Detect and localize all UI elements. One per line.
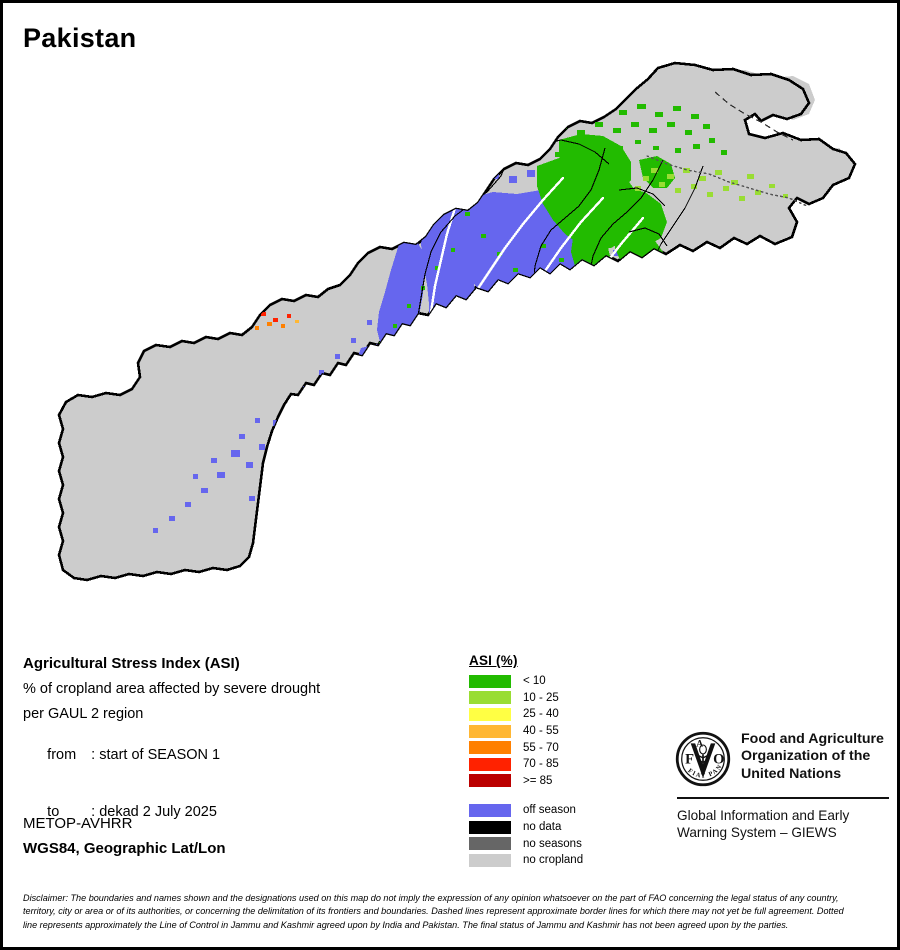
legend-label-70-85: 70 - 85	[523, 758, 559, 771]
sensor-block: METOP-AVHRR WGS84, Geographic Lat/Lon	[23, 815, 226, 865]
period-from-key: from	[47, 747, 77, 763]
indicator-description: % of cropland area affected by severe dr…	[23, 681, 321, 697]
legend-swatch-no-cropland	[469, 853, 511, 867]
legend-label-no-data: no data	[523, 821, 562, 834]
fao-organization-name: Food and Agriculture Organization of the U…	[741, 731, 884, 782]
legend-item[interactable]: 55 - 70	[469, 739, 639, 756]
period-from: from : start of SEASON 1	[23, 731, 453, 779]
map-info-block: Agricultural Stress Index (ASI) % of cro…	[23, 655, 453, 845]
map-projection: WGS84, Geographic Lat/Lon	[23, 840, 226, 857]
legend-swatch-70-85	[469, 757, 511, 771]
legend-label-no-seasons: no seasons	[523, 837, 582, 850]
period-from-value: : start of SEASON 1	[91, 747, 221, 763]
fao-header: F A O FIAT PANIS Food and AgricultureOrg…	[672, 726, 891, 787]
legend-item[interactable]: 25 - 40	[469, 706, 639, 723]
satellite-sensor: METOP-AVHRR	[23, 815, 133, 832]
legend-label-55-70: 55 - 70	[523, 741, 559, 754]
legend-item[interactable]: < 10	[469, 673, 639, 690]
legend-swatch-gte85	[469, 774, 511, 788]
legend-separator	[469, 789, 639, 802]
country-landmass	[57, 61, 857, 582]
fao-divider	[677, 797, 889, 799]
legend-swatch-off-season	[469, 803, 511, 817]
legend-label-lt10: < 10	[523, 675, 546, 688]
legend-item[interactable]: off season	[469, 802, 639, 819]
map-legend: ASI (%) < 10 10 - 25 25 - 40 40 - 55 55 …	[469, 653, 639, 869]
map-canvas[interactable]	[3, 48, 897, 648]
legend-item[interactable]: no cropland	[469, 852, 639, 869]
period-to: to : dekad 2 July 2025	[23, 788, 453, 836]
aggregation-level: per GAUL 2 region	[23, 706, 144, 722]
legend-swatch-25-40	[469, 707, 511, 721]
line-of-control	[646, 155, 808, 207]
svg-text:O: O	[713, 751, 724, 767]
legend-item[interactable]: >= 85	[469, 773, 639, 790]
legend-label-40-55: 40 - 55	[523, 725, 559, 738]
svg-text:A: A	[696, 740, 703, 750]
legend-label-off-season: off season	[523, 804, 576, 817]
legend-item[interactable]: 10 - 25	[469, 690, 639, 707]
legend-label-25-40: 25 - 40	[523, 708, 559, 721]
legend-swatch-no-data	[469, 820, 511, 834]
approximate-border	[714, 91, 794, 141]
period-to-key: to	[47, 804, 60, 820]
indicator-heading: Agricultural Stress Index (ASI)	[23, 655, 240, 672]
giews-programme-name: Global Information and Early Warning Syst…	[677, 808, 850, 841]
legend-swatch-lt10	[469, 674, 511, 688]
legend-label-10-25: 10 - 25	[523, 691, 559, 704]
legend-swatch-10-25	[469, 691, 511, 705]
legend-item[interactable]: no data	[469, 819, 639, 836]
legend-item[interactable]: no seasons	[469, 835, 639, 852]
asi-class-55-70	[255, 322, 285, 330]
period-to-value: : dekad 2 July 2025	[91, 804, 217, 820]
fao-logo-icon: F A O FIAT PANIS	[672, 726, 731, 787]
legend-item[interactable]: 70 - 85	[469, 756, 639, 773]
fao-branding: F A O FIAT PANIS Food and AgricultureOrg…	[672, 726, 891, 841]
legend-swatch-40-55	[469, 724, 511, 738]
legend-item[interactable]: 40 - 55	[469, 723, 639, 740]
legend-label-no-cropland: no cropland	[523, 854, 584, 867]
legend-title: ASI (%)	[469, 653, 518, 668]
map-disclaimer: Disclaimer: The boundaries and names sho…	[23, 892, 844, 930]
svg-text:F: F	[685, 751, 694, 767]
legend-label-gte85: >= 85	[523, 774, 553, 787]
legend-swatch-55-70	[469, 741, 511, 755]
legend-swatch-no-seasons	[469, 837, 511, 851]
